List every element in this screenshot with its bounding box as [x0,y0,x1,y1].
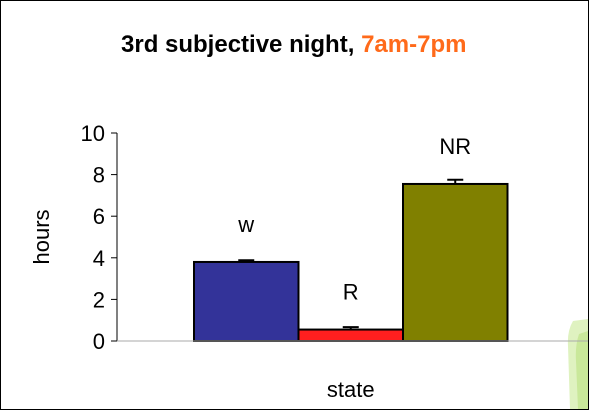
y-tick-label: 2 [93,287,105,312]
chart-title-time-range: 7am-7pm [361,31,467,58]
y-tick-label: 10 [81,121,105,146]
bar-label-nr: NR [439,134,471,159]
bar-nr [402,182,509,342]
bar-labels: w R NR [237,134,471,305]
y-axis: 0 2 4 6 8 10 [81,121,118,354]
y-tick-label: 8 [93,163,105,188]
y-axis-label: hours [29,209,54,264]
y-tick-label: 0 [93,329,105,354]
bar-label-w: w [237,212,254,237]
x-axis-label: state [327,377,375,402]
chart-title: 3rd subjective night, 7am-7pm [121,31,466,59]
bar-label-r: R [343,280,359,305]
y-tick-label: 6 [93,204,105,229]
y-tick-label: 4 [93,246,105,271]
decorative-green-shape-inner [575,331,588,409]
bar-r [297,328,404,342]
bar-w [193,260,300,342]
chart-title-main: 3rd subjective night, [121,31,355,58]
bars [193,178,509,342]
